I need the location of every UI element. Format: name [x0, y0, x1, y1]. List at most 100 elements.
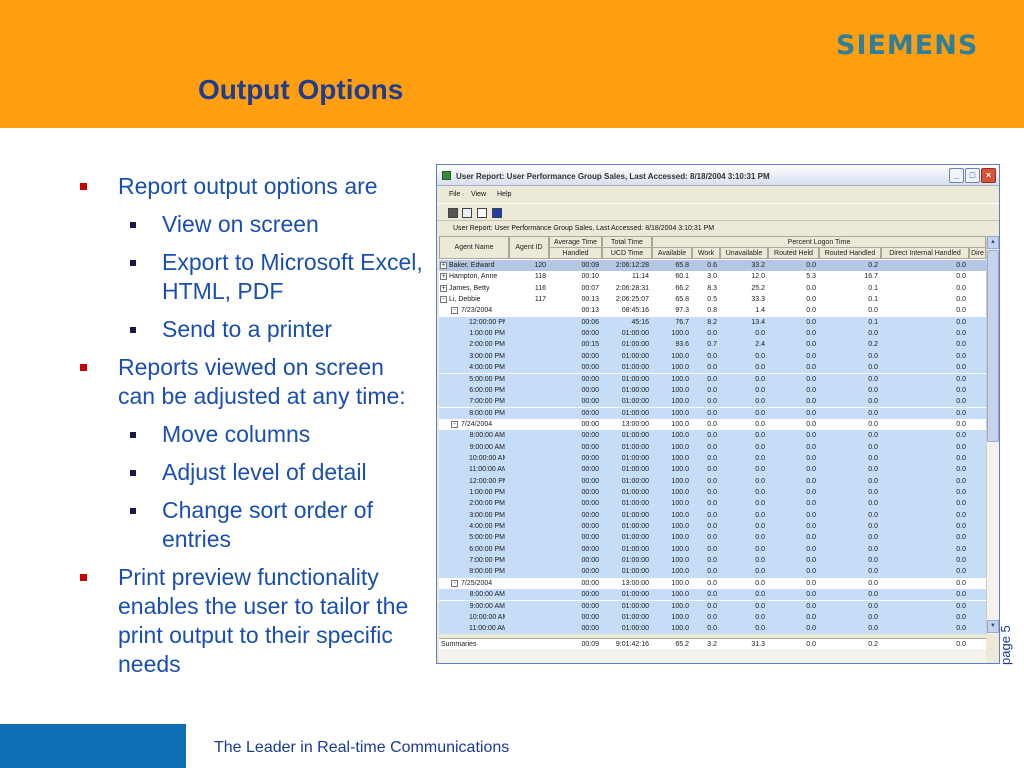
table-cell: 0.0	[868, 466, 878, 474]
table-row[interactable]: 2:00:00 PM 00:15 01:00:00 93.6 0.7 2.4 0.0 0.2 0…	[439, 339, 986, 351]
menu-bar: File View Help	[437, 187, 999, 202]
table-row[interactable]: 8:00:00 AM 00:00 01:00:00 100.0 0.0 0.0 0.0 0.0…	[439, 589, 986, 601]
table-row[interactable]: 7/23/2004 00:13 08:45:16 97.3 0.8 1.4 0.0 0.0 0.…	[439, 305, 986, 317]
table-cell: 0.0	[956, 284, 966, 292]
col-header-work[interactable]: Work	[692, 247, 720, 259]
table-row[interactable]: 10:00:00 AM 00:00 01:00:00 100.0 0.0 0.0 0.0 0.…	[439, 611, 986, 624]
table-row[interactable]: 6:00:00 PM 00:00 01:00:00 100.0 0.0 0.0 0.0 0.0…	[439, 384, 986, 397]
table-row[interactable]: 2:00:00 PM 00:00 01:00:00 100.0 0.0 0.0 0.0 0.0…	[439, 498, 986, 510]
table-row[interactable]: 9:00:00 AM 00:00 01:00:00 100.0 0.0 0.0 0.0 0.0…	[439, 600, 986, 612]
table-cell: 13.4	[751, 318, 765, 326]
bullet-item: Send to a printer	[76, 315, 426, 344]
table-row[interactable]: Baker, Edward 120 00:09 2:06:12:28 65.8 0.6 33…	[439, 260, 986, 272]
col-header-handled[interactable]: Handled	[549, 247, 602, 259]
col-header-unavailable[interactable]: Unavailable	[720, 247, 768, 259]
menu-help[interactable]: Help	[497, 191, 512, 198]
table-row[interactable]: 3:00:00 PM 00:00 01:00:00 100.0 0.0 0.0 0.0 0.0…	[439, 350, 986, 363]
table-cell: 2:06:12:28	[615, 262, 649, 269]
table-row[interactable]: 7:00:00 PM 00:00 01:00:00 100.0 0.0 0.0 0.0 0.0…	[439, 555, 986, 567]
table-row[interactable]: 7/25/2004 00:00 13:00:00 100.0 0.0 0.0 0.0 0.0 0…	[439, 577, 986, 590]
table-cell: 12.0	[751, 273, 765, 281]
report-window[interactable]: User Report: User Performance Group Sale…	[436, 164, 1000, 664]
table-row[interactable]: 4:00:00 PM 00:00 01:00:00 100.0 0.0 0.0 0.0 0.0…	[439, 362, 986, 374]
print-icon[interactable]	[448, 208, 458, 218]
close-icon[interactable]: ×	[981, 168, 996, 183]
table-cell: 11:00:00 AM	[469, 625, 505, 633]
table-row[interactable]: Li, Debbie 117 00:13 2:06:25:07 65.8 0.5 33.3 0…	[439, 294, 986, 306]
table-row[interactable]: James, Betty 116 00:07 2:06:28:31 66.2 8.3 25.…	[439, 282, 986, 294]
table-cell: 01:00:00	[621, 375, 649, 383]
table-cell: 0.0	[806, 500, 816, 508]
col-header-routed-held[interactable]: Routed Held	[768, 247, 819, 259]
table-row[interactable]: 8:00:00 PM 00:00 01:00:00 100.0 0.0 0.0 0.0 0.0…	[439, 407, 986, 419]
table-row[interactable]: 1:00:00 PM 00:00 01:00:00 100.0 0.0 0.0 0.0 0.0…	[439, 328, 986, 340]
table-cell: 01:00:00	[621, 523, 649, 531]
bullet-item: Reports viewed on screen can be adjusted…	[76, 353, 426, 411]
expand-icon[interactable]: +	[440, 284, 447, 292]
table-cell: 0.0	[956, 330, 966, 338]
window-titlebar[interactable]: User Report: User Performance Group Sale…	[437, 165, 999, 186]
collapse-icon[interactable]: -	[451, 579, 458, 587]
summary-cell	[510, 639, 546, 650]
col-header-direct-internal-handled[interactable]: Direct Internal Handled	[881, 247, 969, 259]
table-row[interactable]: Hampton, Anne 118 00:10 11:14 60.1 3.0 12.0 5.3…	[439, 271, 986, 283]
table-row[interactable]: 1:00:00 PM 00:00 01:00:00 100.0 0.0 0.0 0.0 0.0…	[439, 487, 986, 499]
col-header-direct-truncated[interactable]: Dire	[969, 247, 986, 259]
table-row[interactable]: 11:00:00 AM 00:00 01:00:00 100.0 0.0 0.0 0.0 0.…	[439, 464, 986, 476]
table-cell: 0.0	[707, 398, 717, 406]
report-grid[interactable]: Agent Name Agent ID Average Time Total T…	[439, 236, 986, 634]
table-row[interactable]: 6:00:00 PM 00:00 01:00:00 100.0 0.0 0.0 0.0 0.0…	[439, 543, 986, 556]
table-cell: 0.0	[806, 284, 816, 292]
table-cell: 7:00:00 PM	[469, 398, 505, 406]
scroll-down-icon[interactable]: ▼	[987, 620, 999, 633]
table-cell: 100.0	[671, 409, 689, 417]
table-cell: Li, Debbie	[449, 296, 481, 304]
col-header-ucd-time[interactable]: UCD Time	[602, 247, 652, 259]
col-header-agent-id[interactable]: Agent ID	[509, 236, 549, 259]
menu-file[interactable]: File	[449, 191, 461, 198]
bullet-text: Report output options are	[118, 173, 378, 199]
table-row[interactable]: 4:00:00 PM 00:00 01:00:00 100.0 0.0 0.0 0.0 0.0…	[439, 521, 986, 533]
col-header-available[interactable]: Available	[652, 247, 692, 259]
save-icon[interactable]	[492, 208, 502, 218]
collapse-icon[interactable]: -	[451, 307, 458, 315]
vertical-scrollbar[interactable]: ▲ ▼	[986, 236, 999, 634]
table-cell: 0.0	[806, 557, 816, 565]
table-row[interactable]: 9:00:00 AM 00:00 01:00:00 100.0 0.0 0.0 0.0 0.0…	[439, 441, 986, 453]
col-header-agent-name[interactable]: Agent Name	[439, 236, 509, 259]
table-row[interactable]: 11:00:00 AM 00:00 01:00:00 100.0 0.0 0.0 0.0 0.…	[439, 623, 986, 634]
collapse-icon[interactable]: -	[440, 296, 447, 304]
table-cell: 00:00	[581, 625, 599, 633]
expand-icon[interactable]: +	[440, 273, 447, 281]
scroll-up-icon[interactable]: ▲	[987, 236, 999, 249]
table-cell: 0.0	[956, 318, 966, 326]
table-row[interactable]: 8:00:00 PM 00:00 01:00:00 100.0 0.0 0.0 0.0 0.0…	[439, 566, 986, 578]
export-icon[interactable]	[477, 208, 487, 218]
scroll-thumb[interactable]	[987, 250, 999, 442]
minimize-icon[interactable]: _	[949, 168, 964, 183]
collapse-icon[interactable]: -	[451, 420, 458, 428]
col-header-routed-handled[interactable]: Routed Handled	[819, 247, 881, 259]
print-preview-icon[interactable]	[462, 208, 472, 218]
table-row[interactable]: 5:00:00 PM 00:00 01:00:00 100.0 0.0 0.0 0.0 0.0…	[439, 532, 986, 544]
table-row[interactable]: 3:00:00 PM 00:00 01:00:00 100.0 0.0 0.0 0.0 0.0…	[439, 509, 986, 521]
menu-view[interactable]: View	[471, 191, 487, 198]
maximize-icon[interactable]: □	[965, 168, 980, 183]
table-cell: 0.0	[806, 262, 816, 269]
table-cell: 01:00:00	[621, 511, 649, 519]
report-subtitle: User Report: User Performance Group Sale…	[453, 225, 715, 232]
horizontal-scrollbar[interactable]	[439, 651, 986, 663]
table-row[interactable]: 12:00:00 PM 00:00 01:00:00 100.0 0.0 0.0 0.0 0.…	[439, 475, 986, 487]
table-row[interactable]: 5:00:00 PM 00:00 01:00:00 100.0 0.0 0.0 0.0 0.0…	[439, 373, 986, 385]
expand-icon[interactable]: +	[440, 262, 447, 269]
table-row[interactable]: 7/24/2004 00:00 13:00:00 100.0 0.0 0.0 0.0 0.0 0…	[439, 418, 986, 431]
table-cell: 0.0	[707, 330, 717, 338]
table-row[interactable]: 7:00:00 PM 00:00 01:00:00 100.0 0.0 0.0 0.0 0.0…	[439, 396, 986, 408]
toolbar	[437, 203, 999, 221]
table-row[interactable]: 12:00:00 PM 00:06 45:16 76.7 8.2 13.4 0.0 0.1 0.…	[439, 316, 986, 329]
table-cell	[510, 374, 546, 385]
table-cell: 00:00	[581, 386, 599, 394]
table-row[interactable]: 10:00:00 AM 00:00 01:00:00 100.0 0.0 0.0 0.0 0.…	[439, 452, 986, 465]
summary-cell: 3.2	[707, 641, 717, 648]
table-row[interactable]: 8:00:00 AM 00:00 01:00:00 100.0 0.0 0.0 0.0 0.0…	[439, 430, 986, 442]
